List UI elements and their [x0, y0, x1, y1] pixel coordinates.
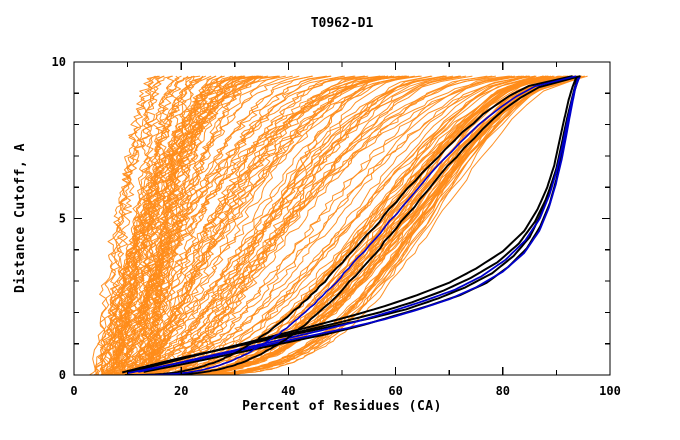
prediction-curve	[146, 75, 523, 375]
prediction-curve	[145, 75, 422, 375]
prediction-curve	[124, 75, 165, 375]
prediction-curve	[156, 75, 550, 375]
y-axis-tick-labels: 0 5 10	[52, 55, 66, 382]
prediction-curve	[115, 75, 389, 375]
series-reference-extra-2	[141, 75, 581, 375]
prediction-curve	[97, 75, 165, 375]
series-highlight-blue-2	[138, 75, 581, 373]
prediction-curve	[120, 75, 567, 375]
prediction-curve	[116, 75, 269, 375]
page-title: T0962-D1	[311, 16, 374, 31]
prediction-curve	[133, 75, 576, 375]
prediction-curve	[162, 75, 528, 375]
prediction-curve	[106, 75, 365, 375]
prediction-curve	[92, 75, 201, 375]
prediction-curve	[112, 75, 510, 375]
series-highlight-extra	[133, 75, 577, 375]
x-tick-label-80: 80	[496, 384, 510, 398]
prediction-curve	[110, 75, 279, 375]
prediction-curve	[144, 75, 174, 375]
prediction-curve	[125, 75, 383, 375]
prediction-curve	[100, 75, 280, 375]
prediction-curve	[143, 75, 366, 375]
y-tick-label-10: 10	[52, 55, 66, 69]
prediction-curve	[95, 75, 259, 375]
prediction-curve	[146, 75, 263, 375]
prediction-curve	[148, 75, 327, 375]
prediction-curve	[140, 75, 369, 375]
x-axis-tick-labels: 0 20 40 60 80 100	[70, 384, 620, 398]
prediction-curve	[112, 75, 525, 375]
prediction-curve	[145, 75, 258, 375]
series-highlight-blue-1	[127, 75, 580, 374]
x-tick-label-100: 100	[599, 384, 621, 398]
y-axis-title: Distance Cutoff, A	[13, 143, 28, 293]
prediction-curve	[100, 75, 415, 375]
y-tick-label-5: 5	[59, 212, 66, 226]
series-reference-extra-1	[124, 75, 573, 375]
x-axis-ticks	[73, 62, 611, 375]
prediction-curve	[118, 75, 207, 375]
prediction-curve	[114, 75, 407, 375]
x-tick-label-20: 20	[174, 384, 188, 398]
prediction-curve	[123, 75, 331, 375]
x-tick-label-60: 60	[388, 384, 402, 398]
prediction-curve	[161, 75, 493, 375]
prediction-curve	[119, 75, 242, 375]
prediction-curve	[139, 75, 575, 375]
prediction-curve	[110, 75, 160, 375]
series-reference-3	[132, 75, 578, 373]
x-tick-label-40: 40	[281, 384, 295, 398]
prediction-curve	[158, 75, 520, 375]
x-tick-label-0: 0	[70, 384, 77, 398]
y-axis-ticks	[74, 61, 610, 376]
prediction-curve	[147, 75, 488, 375]
x-axis-title: Percent of Residues (CA)	[242, 399, 442, 414]
prediction-curve	[144, 75, 404, 375]
y-tick-label-0: 0	[59, 368, 66, 382]
